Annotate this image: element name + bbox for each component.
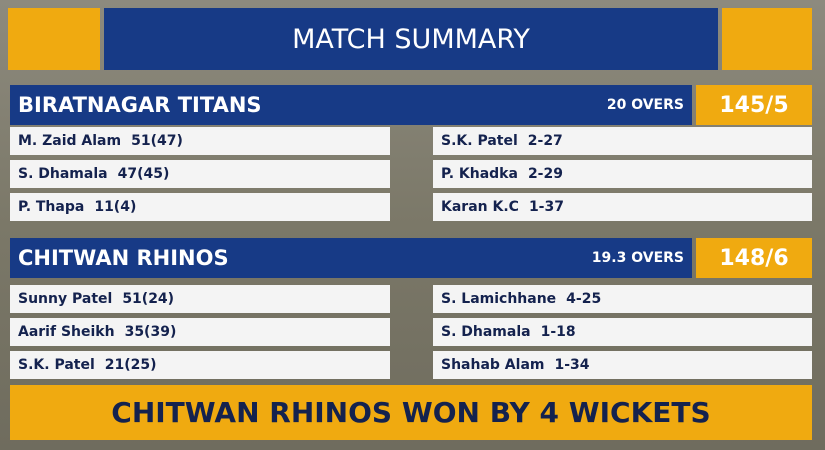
bowling-row: P. Khadka 2-29 — [433, 160, 812, 188]
team-bar: BIRATNAGAR TITANS 20 OVERS — [10, 85, 692, 125]
runs-balls: 51(24) — [122, 291, 175, 307]
bowling-figures: 2-29 — [527, 166, 563, 182]
player-name: S. Dhamala — [18, 166, 108, 182]
player-name: Karan K.C — [441, 199, 519, 215]
runs-balls: 47(45) — [117, 166, 170, 182]
bowling-figures: 1-34 — [554, 357, 590, 373]
player-name: P. Thapa — [18, 199, 85, 215]
team-name: BIRATNAGAR TITANS — [18, 93, 262, 117]
batting-row: P. Thapa 11(4) — [10, 193, 390, 221]
title: MATCH SUMMARY — [104, 8, 718, 70]
bowling-row: S. Dhamala 1-18 — [433, 318, 812, 346]
player-name: S.K. Patel — [441, 133, 518, 149]
title-side-block — [8, 8, 100, 70]
runs-balls: 51(47) — [131, 133, 183, 149]
bowling-figures: 2-27 — [527, 133, 563, 149]
bowling-row: S.K. Patel 2-27 — [433, 127, 812, 155]
player-name: S. Dhamala — [441, 324, 531, 340]
bowling-figures: 1-37 — [528, 199, 564, 215]
bowling-row: Shahab Alam 1-34 — [433, 351, 812, 379]
title-side-block — [722, 8, 812, 70]
runs-balls: 35(39) — [124, 324, 177, 340]
team-score: 148/6 — [696, 238, 812, 278]
runs-balls: 11(4) — [94, 199, 137, 215]
player-name: S. Lamichhane — [441, 291, 557, 307]
batting-row: S. Dhamala 47(45) — [10, 160, 390, 188]
bowling-row: S. Lamichhane 4-25 — [433, 285, 812, 313]
bowling-figures: 4-25 — [566, 291, 602, 307]
batting-row: M. Zaid Alam 51(47) — [10, 127, 390, 155]
team-bar: CHITWAN RHINOS 19.3 OVERS — [10, 238, 692, 278]
player-name: Shahab Alam — [441, 357, 545, 373]
result-banner: CHITWAN RHINOS WON BY 4 WICKETS — [10, 385, 812, 440]
batting-row: Sunny Patel 51(24) — [10, 285, 390, 313]
player-name: S.K. Patel — [18, 357, 95, 373]
batting-row: Aarif Sheikh 35(39) — [10, 318, 390, 346]
player-name: M. Zaid Alam — [18, 133, 122, 149]
bowling-row: Karan K.C 1-37 — [433, 193, 812, 221]
player-name: P. Khadka — [441, 166, 518, 182]
runs-balls: 21(25) — [104, 357, 157, 373]
batting-row: S.K. Patel 21(25) — [10, 351, 390, 379]
overs: 20 OVERS — [606, 97, 684, 113]
team-score: 145/5 — [696, 85, 812, 125]
player-name: Sunny Patel — [18, 291, 113, 307]
team-name: CHITWAN RHINOS — [18, 246, 229, 270]
player-name: Aarif Sheikh — [18, 324, 115, 340]
bowling-figures: 1-18 — [540, 324, 576, 340]
overs: 19.3 OVERS — [591, 250, 684, 266]
